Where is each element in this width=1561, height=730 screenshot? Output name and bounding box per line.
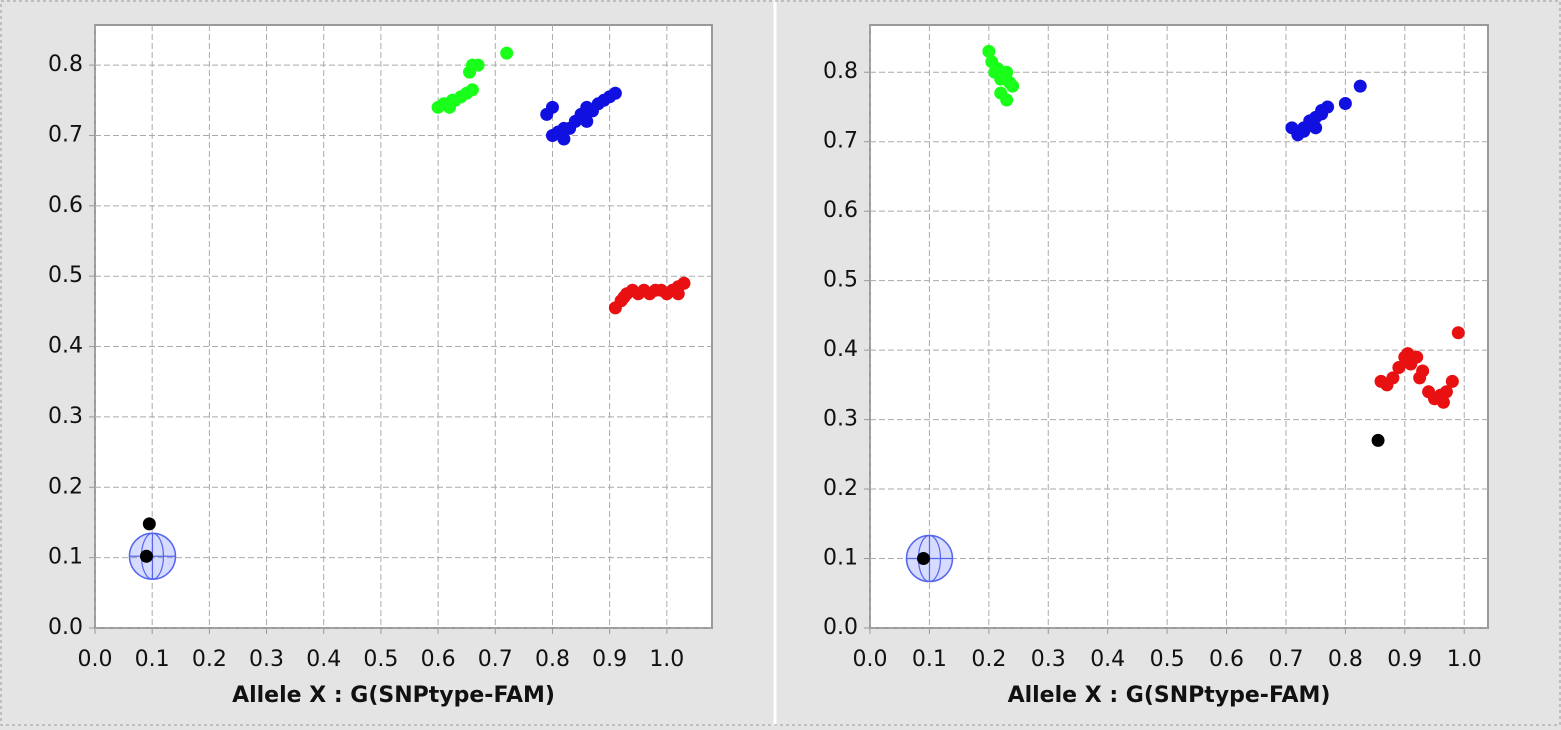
x-tick-label: 0.5: [1150, 647, 1185, 672]
point: [1436, 395, 1450, 409]
x-tick-label: 0.3: [1031, 647, 1066, 672]
x-axis-label: Allele X : G(SNPtype-FAM): [1008, 683, 1331, 708]
y-tick-label: 0.5: [823, 268, 858, 293]
x-tick-label: 1.0: [649, 647, 684, 672]
x-tick-label: 0.6: [1209, 647, 1244, 672]
point: [1338, 97, 1352, 111]
point: [1000, 93, 1014, 107]
point: [1309, 121, 1323, 135]
plot-area: [94, 24, 713, 629]
x-tick-label: 0.7: [478, 647, 513, 672]
x-axis-label: Allele X : G(SNPtype-FAM): [232, 683, 555, 708]
x-tick-label: 0.2: [971, 647, 1006, 672]
y-tick-label: 0.1: [48, 545, 83, 570]
y-tick-label: 0.6: [823, 198, 858, 223]
point: [1386, 371, 1400, 385]
point: [1451, 326, 1465, 340]
point: [142, 517, 156, 531]
y-tick-label: 0.7: [823, 129, 858, 154]
point: [1000, 65, 1014, 79]
y-tick-label: 0.7: [48, 122, 83, 147]
x-tick-label: 0.6: [421, 647, 456, 672]
point: [500, 46, 514, 60]
x-tick-label: 0.9: [592, 647, 627, 672]
point: [982, 44, 996, 58]
point: [1416, 364, 1430, 378]
x-tick-label: 0.0: [78, 647, 113, 672]
point: [580, 114, 594, 128]
x-tick-label: 0.3: [249, 647, 284, 672]
point: [139, 549, 153, 563]
x-tick-label: 0.9: [1387, 647, 1422, 672]
x-tick-label: 0.2: [192, 647, 227, 672]
x-tick-label: 0.8: [1328, 647, 1363, 672]
x-tick-label: 0.1: [912, 647, 947, 672]
y-tick-label: 0.4: [48, 334, 83, 359]
point: [1392, 360, 1406, 374]
point: [1321, 100, 1335, 114]
y-tick-label: 0.1: [823, 546, 858, 571]
y-tick-label: 0.3: [823, 407, 858, 432]
point: [916, 552, 930, 566]
point: [608, 86, 622, 100]
x-tick-label: 0.4: [306, 647, 341, 672]
point: [545, 100, 559, 114]
plot-area: [869, 24, 1489, 629]
x-tick-label: 0.8: [535, 647, 570, 672]
y-tick-label: 0.5: [48, 263, 83, 288]
y-tick-label: 0.3: [48, 404, 83, 429]
point: [1439, 385, 1453, 399]
point: [1410, 350, 1424, 364]
point: [471, 58, 485, 72]
y-tick-label: 0.0: [48, 615, 83, 640]
y-tick-label: 0.2: [48, 474, 83, 499]
y-tick-label: 0.8: [823, 59, 858, 84]
point: [1371, 433, 1385, 447]
y-tick-label: 0.8: [48, 52, 83, 77]
point: [1445, 374, 1459, 388]
point: [557, 132, 571, 146]
y-tick-label: 0.2: [823, 476, 858, 501]
x-tick-label: 0.5: [363, 647, 398, 672]
y-tick-label: 0.4: [823, 337, 858, 362]
x-tick-label: 0.0: [853, 647, 888, 672]
point: [677, 276, 691, 290]
point: [465, 83, 479, 97]
point: [671, 287, 685, 301]
x-tick-label: 0.4: [1090, 647, 1125, 672]
point: [1353, 79, 1367, 93]
x-tick-label: 1.0: [1447, 647, 1482, 672]
point: [1006, 79, 1020, 93]
y-tick-label: 0.0: [823, 615, 858, 640]
y-tick-label: 0.6: [48, 193, 83, 218]
x-tick-label: 0.1: [135, 647, 170, 672]
x-tick-label: 0.7: [1268, 647, 1303, 672]
